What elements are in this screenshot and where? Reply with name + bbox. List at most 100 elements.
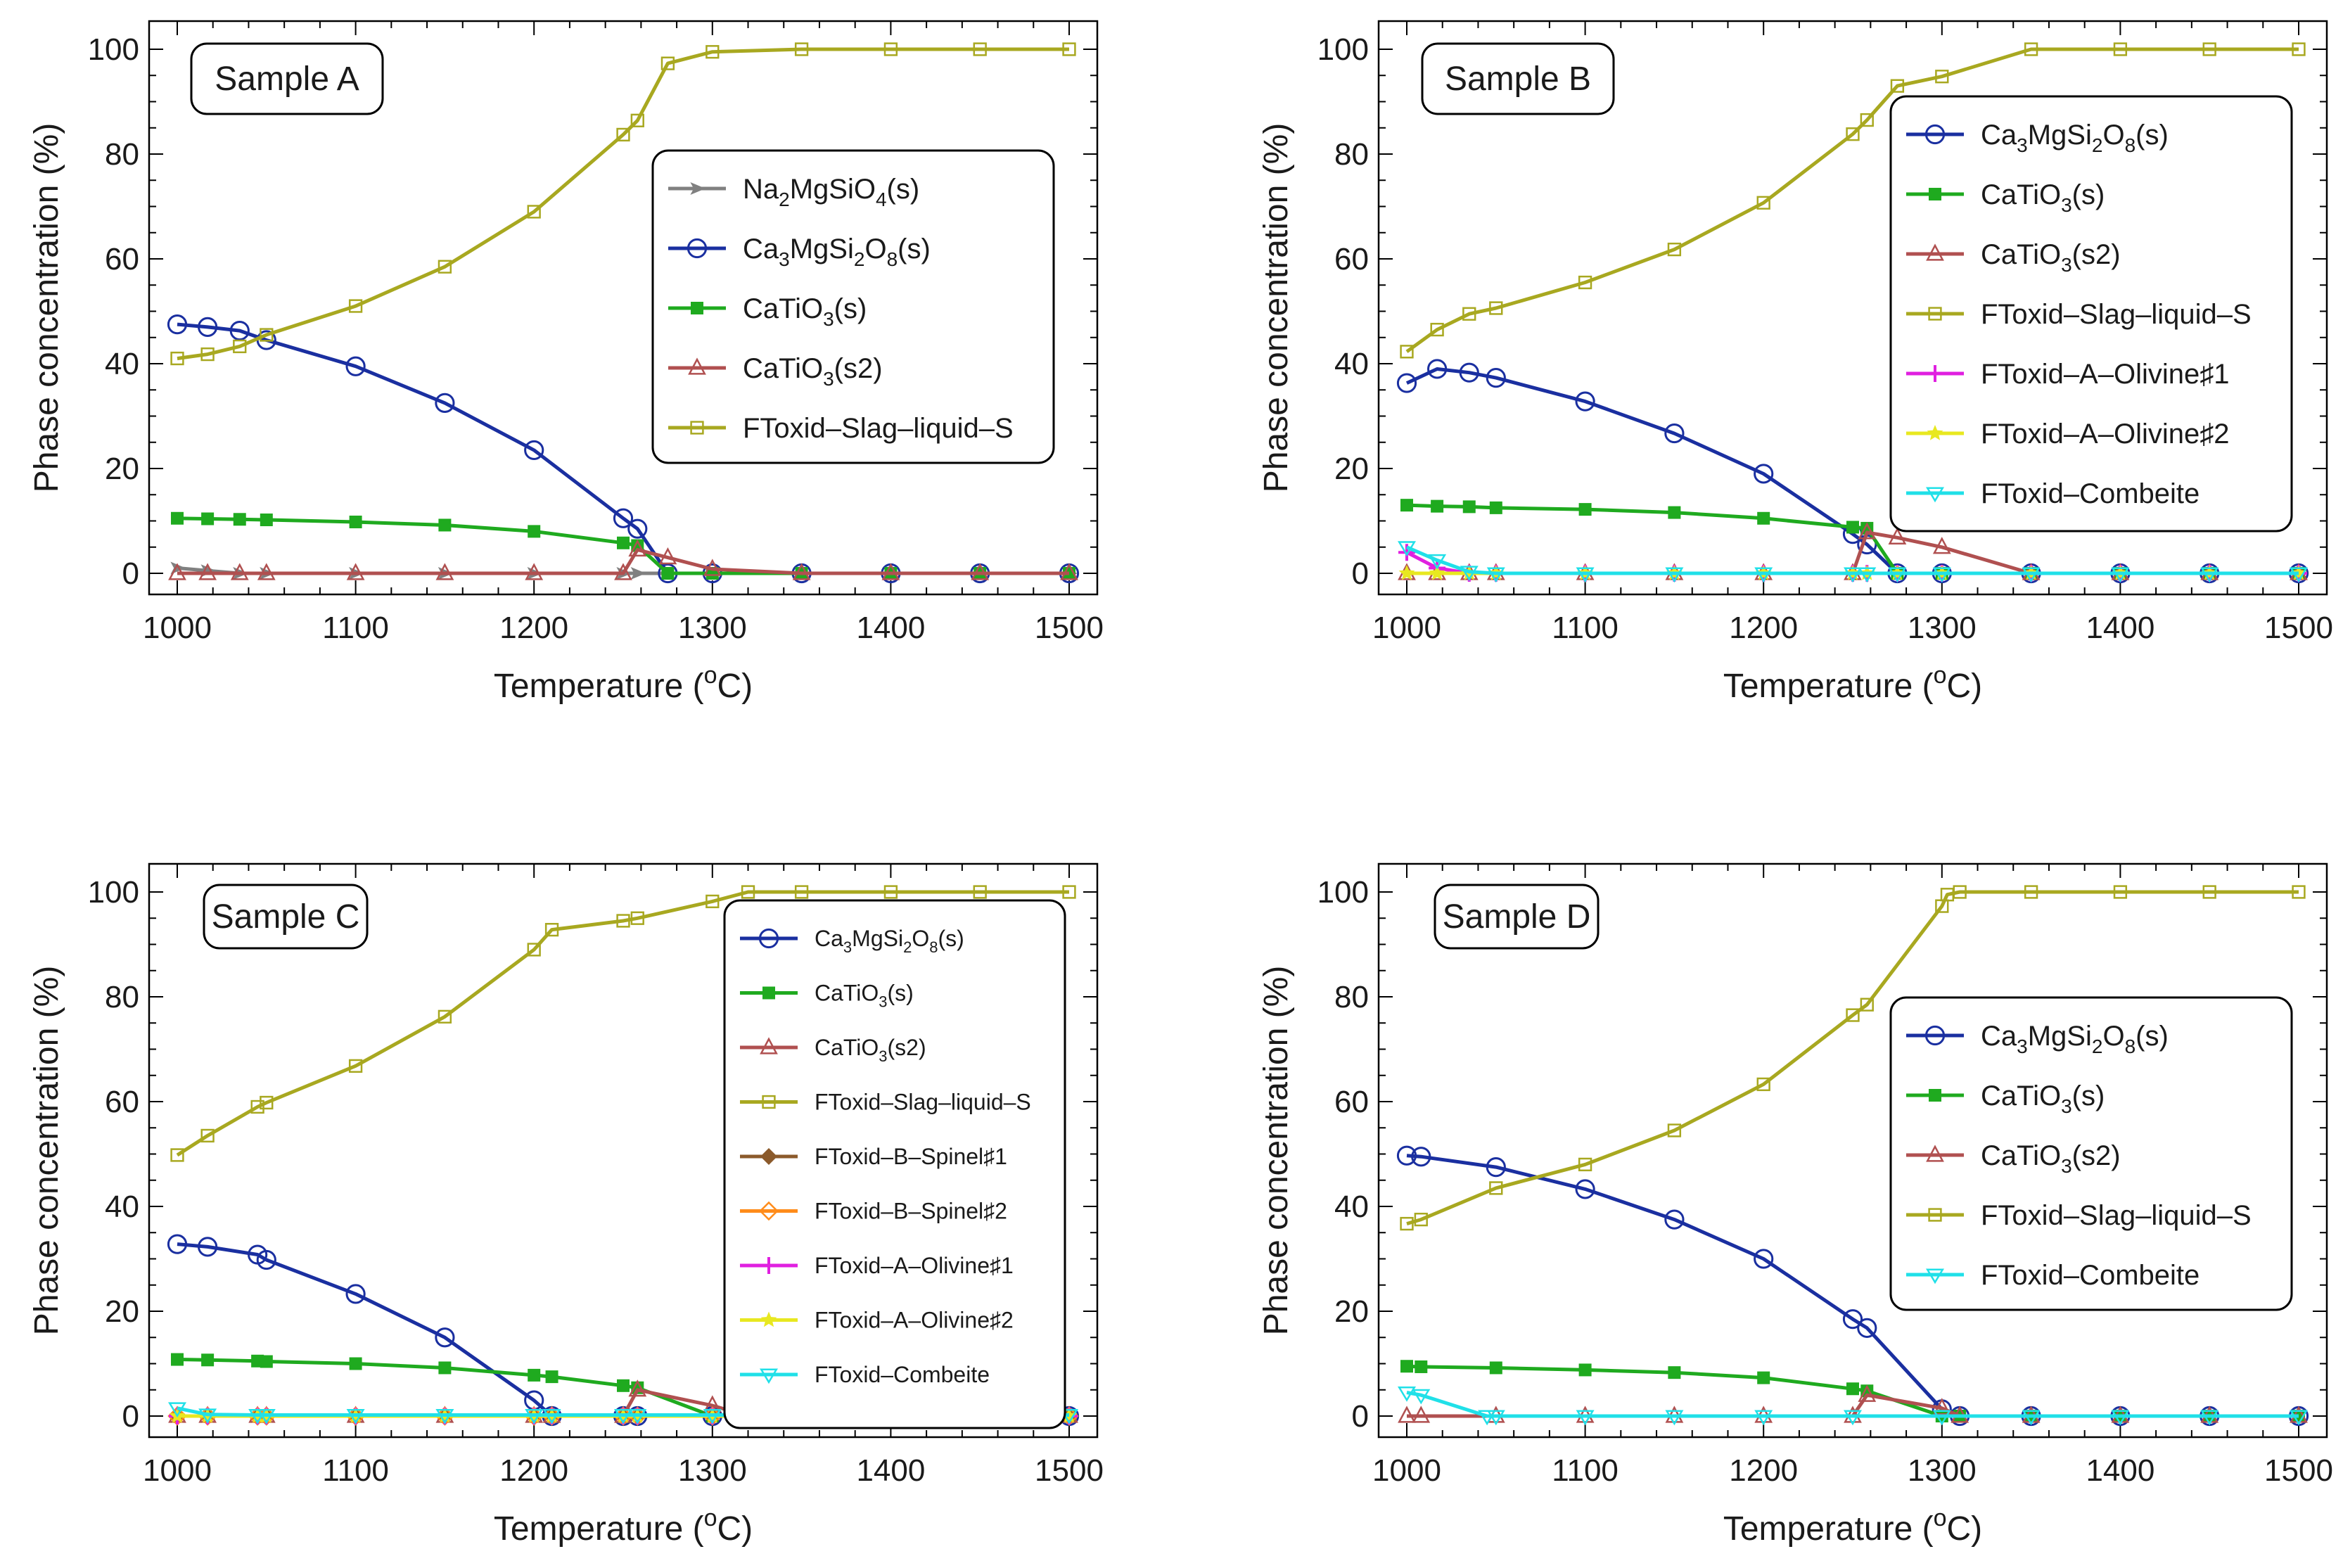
- data-point: [2024, 42, 2038, 56]
- data-point: [630, 113, 644, 127]
- chart-panel-1: 1000 1100 1200 1300 1400 1500 0 20 40 60 80 100 Temp…: [28, 20, 1104, 705]
- data-point: [435, 1409, 454, 1424]
- data-point: [2024, 885, 2038, 899]
- data-point: [257, 563, 276, 580]
- data-point: [1575, 1179, 1595, 1199]
- x-tick-label: 1100: [1552, 611, 1619, 645]
- legend-swatch-marker: [691, 302, 703, 314]
- legend-item: FToxid–A–Olivine♯2: [740, 1308, 1014, 1333]
- data-point: [1460, 566, 1479, 581]
- data-point: [613, 508, 634, 528]
- series-group: [1396, 42, 2309, 584]
- legend-label: FToxid–Slag–liquid–S: [1981, 299, 2252, 330]
- data-point: [1414, 1212, 1428, 1227]
- legend-box: [1889, 996, 2293, 1311]
- axis-ticks: [149, 21, 1097, 594]
- data-point: [260, 1095, 274, 1110]
- data-point: [1459, 362, 1479, 383]
- data-point: [256, 1249, 276, 1270]
- plot-frame: [148, 862, 1099, 1439]
- x-axis-title: Temperature (oC): [1723, 1505, 1982, 1548]
- x-tick-label: 1200: [1729, 611, 1798, 645]
- data-point: [1858, 1384, 1877, 1402]
- plot-frame: [1377, 20, 2328, 596]
- data-point: [1400, 499, 1413, 512]
- axis-ticks: [1379, 21, 2327, 594]
- legend-label: CaTiO3(s): [815, 981, 914, 1011]
- data-point: [1754, 567, 1773, 583]
- y-tick-label: 0: [1352, 556, 1369, 591]
- legend-box: [651, 149, 1055, 464]
- legend-swatch-marker: [690, 182, 706, 195]
- data-point: [1400, 345, 1414, 359]
- data-point: [1890, 79, 1905, 93]
- legend-swatch-marker: [690, 421, 704, 435]
- series-line: [1406, 890, 2299, 1225]
- data-point: [348, 1059, 363, 1073]
- x-axis-title: Temperature (oC): [1723, 662, 1982, 705]
- y-tick-label: 20: [1334, 1294, 1369, 1329]
- data-point: [1667, 242, 1682, 257]
- data-point: [248, 1409, 267, 1424]
- legend-swatch-marker: [1924, 1025, 1946, 1046]
- legend-item: FToxid–A–Olivine♯2: [1906, 419, 2230, 450]
- y-tick-label: 20: [1334, 452, 1369, 486]
- legend-item: Ca3MgSi2O8(s): [740, 926, 964, 956]
- data-point: [1932, 1398, 1951, 1415]
- data-point: [2111, 1410, 2130, 1426]
- data-point: [1846, 1382, 1859, 1396]
- x-tick-label: 1500: [1035, 1453, 1104, 1488]
- data-point: [2113, 885, 2128, 899]
- x-tick-label: 1200: [1729, 1453, 1798, 1488]
- data-point: [883, 885, 898, 899]
- legend-label: Ca3MgSi2O8(s): [1981, 120, 2169, 156]
- y-tick-label: 40: [105, 347, 139, 381]
- legend-label: CaTiO3(s2): [815, 1035, 926, 1065]
- data-point: [1576, 1410, 1595, 1426]
- data-point: [1062, 42, 1076, 56]
- data-point: [628, 1409, 647, 1424]
- data-point: [1578, 275, 1592, 290]
- legend-label: CaTiO3(s2): [743, 353, 883, 390]
- sample-label-box: [1421, 42, 1615, 115]
- data-point: [345, 356, 366, 376]
- legend-swatch-marker: [758, 928, 779, 949]
- data-point: [544, 922, 559, 937]
- legend-box: [723, 899, 1066, 1429]
- y-tick-label: 0: [1352, 1399, 1369, 1434]
- data-point: [1756, 196, 1770, 210]
- legend-swatch-marker: [1928, 307, 1942, 321]
- legend-swatch-marker: [762, 1095, 776, 1109]
- data-point: [348, 299, 363, 313]
- legend-swatch-marker: [1925, 1268, 1945, 1285]
- series-line: [177, 47, 1069, 361]
- legend-item: FToxid–Slag–liquid–S: [740, 1090, 1031, 1115]
- x-tick-label: 1400: [2086, 611, 2154, 645]
- data-point: [200, 347, 215, 362]
- data-point: [1430, 322, 1444, 337]
- data-point: [1860, 113, 1874, 127]
- legend-label: CaTiO3(s2): [1981, 239, 2121, 276]
- y-tick-label: 100: [1317, 875, 1369, 910]
- sample-label: Sample C: [203, 884, 369, 950]
- data-point: [1846, 1008, 1860, 1022]
- data-point: [1667, 1123, 1682, 1137]
- data-point: [1754, 1249, 1774, 1269]
- data-point: [171, 1353, 184, 1366]
- data-point: [1576, 567, 1595, 583]
- y-tick-label: 80: [1334, 137, 1369, 172]
- data-point: [1400, 1216, 1414, 1231]
- data-point: [614, 563, 632, 580]
- data-point: [2200, 567, 2219, 583]
- data-point: [435, 393, 455, 413]
- legend-label: Ca3MgSi2O8(s): [1981, 1021, 2169, 1057]
- data-point: [346, 1409, 365, 1424]
- y-tick-label: 40: [105, 1190, 139, 1224]
- data-point: [435, 563, 454, 580]
- y-tick-label: 100: [88, 32, 139, 67]
- data-point: [1489, 501, 1502, 514]
- x-tick-label: 1200: [499, 611, 568, 645]
- x-tick-label: 1000: [1372, 1453, 1441, 1488]
- legend-item: FToxid–A–Olivine♯1: [740, 1253, 1014, 1278]
